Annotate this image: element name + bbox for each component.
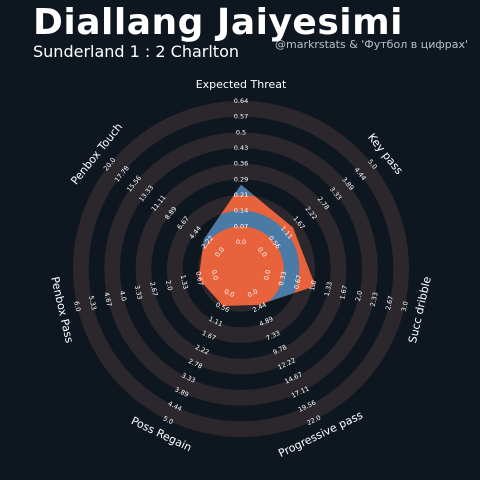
credit-text: @markrstats & 'Футбол в цифрах'	[275, 38, 468, 51]
tick-label: 0.07	[234, 222, 248, 230]
tick-label: 0.0	[236, 238, 246, 246]
tick-label: 0.43	[234, 144, 248, 152]
page-title: Diallang Jaiyesimi	[33, 2, 403, 43]
tick-label: 0.36	[234, 160, 248, 168]
tick-label: 0.0	[210, 269, 220, 281]
tick-label: 6.0	[72, 300, 82, 312]
tick-label: 1.33	[179, 274, 190, 290]
tick-label: 0.67	[292, 274, 303, 290]
tick-label: 0.33	[277, 271, 288, 287]
tick-label: 0.67	[194, 271, 205, 287]
center-disc	[216, 244, 266, 294]
tick-label: 2.0	[164, 280, 174, 292]
tick-label: 1.67	[338, 284, 349, 300]
tick-label: 2.67	[384, 295, 395, 311]
match-subtitle: Sunderland 1 : 2 Charlton	[33, 42, 239, 61]
tick-label: 0.64	[234, 97, 248, 105]
tick-label: 0.0	[223, 287, 236, 299]
tick-label: 5.0	[162, 415, 175, 427]
tick-label: 4.0	[118, 290, 128, 302]
tick-label: 5.33	[87, 295, 98, 311]
tick-label: 0.0	[246, 287, 259, 299]
tick-label: 4.67	[102, 291, 113, 307]
tick-label: 3.0	[400, 300, 410, 312]
param-label: Succ dribble	[406, 275, 434, 344]
tick-label: 2.0	[354, 290, 364, 302]
tick-label: 1.33	[323, 281, 334, 297]
tick-label: 0.5	[236, 128, 246, 136]
tick-label: 2.33	[369, 291, 380, 307]
tick-label: 0.0	[262, 269, 272, 281]
tick-label: 0.57	[234, 113, 248, 121]
polygon-band-1	[198, 184, 316, 307]
tick-label: 0.14	[234, 207, 248, 215]
tick-label: 2.67	[148, 281, 159, 297]
tick-label: 0.21	[234, 191, 248, 199]
tick-label: 3.33	[133, 284, 144, 300]
param-label: Expected Threat	[196, 78, 287, 91]
tick-label: 0.29	[234, 175, 248, 183]
polygon-band-0	[198, 210, 300, 307]
polygon-bands	[198, 184, 316, 307]
tick-label: 1.0	[308, 280, 318, 292]
param-label: Penbox Pass	[48, 275, 76, 344]
